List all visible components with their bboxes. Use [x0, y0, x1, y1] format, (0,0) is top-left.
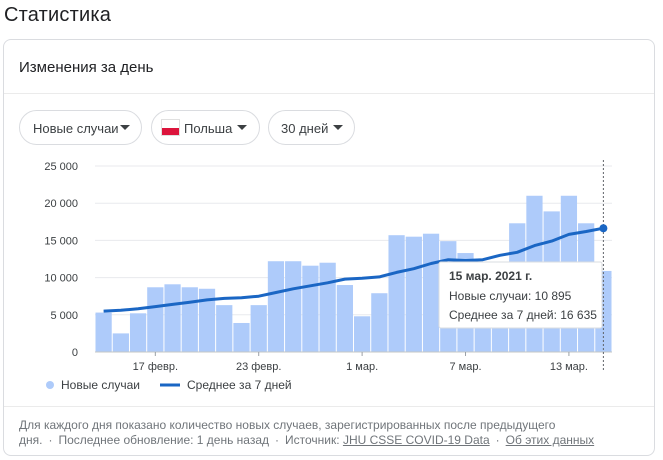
country-dropdown[interactable]: Польша — [151, 110, 260, 145]
y-tick-label: 15 000 — [44, 235, 78, 247]
tooltip-date: 15 мар. 2021 г. — [449, 269, 532, 283]
bar-new-cases[interactable] — [336, 285, 353, 352]
bar-new-cases[interactable] — [147, 287, 164, 352]
country-dropdown-label: Польша — [184, 121, 233, 136]
bar-new-cases[interactable] — [285, 261, 302, 352]
bar-new-cases[interactable] — [216, 305, 233, 352]
bar-new-cases[interactable] — [267, 261, 285, 352]
about-data-link[interactable]: Об этих данных — [505, 433, 595, 447]
bar-new-cases[interactable] — [95, 312, 112, 352]
x-tick-label: 7 мар. — [450, 361, 482, 373]
x-tick-label: 17 февр. — [133, 361, 178, 373]
bar-new-cases[interactable] — [422, 233, 440, 352]
poland-flag-icon — [161, 119, 180, 136]
bar-new-cases[interactable] — [164, 284, 181, 352]
series-line-7day-average[interactable] — [103, 226, 604, 313]
bar-new-cases[interactable] — [371, 293, 388, 352]
tooltip-new-cases: Новые случаи: 10 895 — [449, 289, 572, 303]
tooltip-average: Среднее за 7 дней: 16 635 — [449, 308, 597, 322]
hover-point[interactable] — [599, 224, 608, 233]
bar-new-cases[interactable] — [354, 316, 371, 352]
card-header: Изменения за день — [4, 40, 654, 94]
legend-label-new-cases: Новые случаи — [61, 378, 140, 392]
y-tick-label: 5 000 — [50, 310, 78, 322]
y-tick-label: 20 000 — [44, 198, 78, 210]
chevron-down-icon — [333, 125, 343, 130]
tooltip-box — [438, 261, 603, 329]
y-tick-label: 10 000 — [44, 273, 78, 285]
metric-dropdown-label: Новые случаи — [33, 121, 119, 136]
chevron-down-icon — [237, 125, 247, 130]
y-tick-label: 25 000 — [44, 161, 78, 173]
bar-new-cases[interactable] — [250, 305, 267, 352]
x-tick-label: 23 февр. — [236, 361, 281, 373]
period-dropdown-label: 30 дней — [281, 121, 329, 136]
period-dropdown[interactable]: 30 дней — [268, 110, 355, 145]
chevron-down-icon — [120, 125, 130, 130]
source-link[interactable]: JHU CSSE COVID-19 Data — [342, 433, 490, 447]
bar-new-cases[interactable] — [405, 236, 422, 352]
bar-new-cases[interactable] — [302, 265, 319, 352]
metric-dropdown[interactable]: Новые случаи — [19, 110, 142, 145]
legend-label-average: Среднее за 7 дней — [187, 378, 292, 392]
bar-new-cases[interactable] — [112, 333, 129, 352]
bar-new-cases[interactable] — [129, 313, 147, 352]
page-title: Статистика — [4, 4, 112, 26]
bar-new-cases[interactable] — [319, 262, 336, 352]
y-tick-label: 0 — [72, 347, 78, 359]
card-title: Изменения за день — [19, 59, 154, 76]
footer-source-label: Источник: — [285, 433, 340, 447]
footer-divider — [4, 406, 654, 407]
bar-new-cases[interactable] — [233, 322, 250, 352]
footer-updated: Последнее обновление: 1 день назад — [58, 433, 270, 447]
bar-new-cases[interactable] — [388, 235, 405, 352]
bar-new-cases[interactable] — [181, 287, 198, 352]
x-tick-label: 13 мар. — [550, 361, 588, 373]
x-tick-label: 1 мар. — [346, 361, 378, 373]
footer-description: Для каждого дня показано количество новы… — [19, 418, 556, 447]
chart-footer: Для каждого дня показано количество новы… — [19, 418, 595, 447]
legend-bar-swatch — [46, 381, 54, 389]
bar-new-cases[interactable] — [198, 288, 216, 352]
